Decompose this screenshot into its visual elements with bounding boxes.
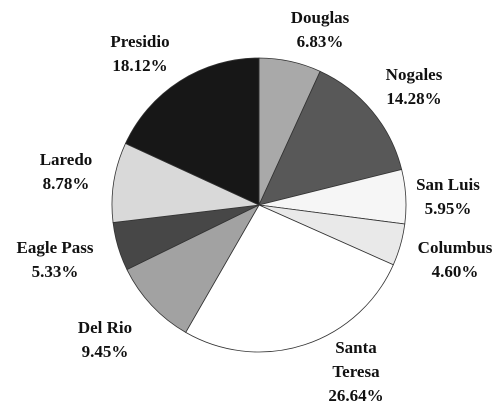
pie-slice [111,142,261,224]
slice-name: San Luis [416,175,480,194]
slice-label: San Luis 5.95% [416,173,480,221]
slice-name: Eagle Pass [16,238,94,257]
slice-name: Del Rio [77,318,133,337]
slice-name: Santa Teresa [332,338,380,381]
slice-label: Columbus 4.60% [418,236,493,284]
slice-label: Nogales 14.28% [386,63,443,111]
slice-name: Douglas [290,8,350,27]
slice-name: Nogales [385,65,443,84]
slice-percent: 5.33% [31,262,79,281]
slice-label: Presidio 18.12% [110,30,169,78]
pie-slice [124,57,260,206]
pie-slice [126,204,260,333]
pie-slice [258,70,403,206]
slice-label: Douglas 6.83% [291,6,350,54]
slice-percent: 6.83% [296,32,344,51]
slice-label: Eagle Pass 5.33% [17,236,94,284]
slice-percent: 4.60% [431,262,479,281]
slice-percent: 14.28% [386,89,442,108]
slice-percent: 18.12% [112,56,168,75]
slice-percent: 5.95% [424,199,472,218]
slice-label: Santa Teresa 26.64% [321,336,391,406]
slice-name: Presidio [110,32,170,51]
slice-percent: 26.64% [328,386,384,405]
slice-percent: 8.78% [42,174,90,193]
slice-name: Laredo [39,150,93,169]
slice-label: Laredo 8.78% [40,148,93,196]
slice-label: Del Rio 9.45% [78,316,132,364]
slice-percent: 9.45% [81,342,129,361]
pie-slice [185,204,394,353]
slice-name: Columbus [417,238,493,257]
